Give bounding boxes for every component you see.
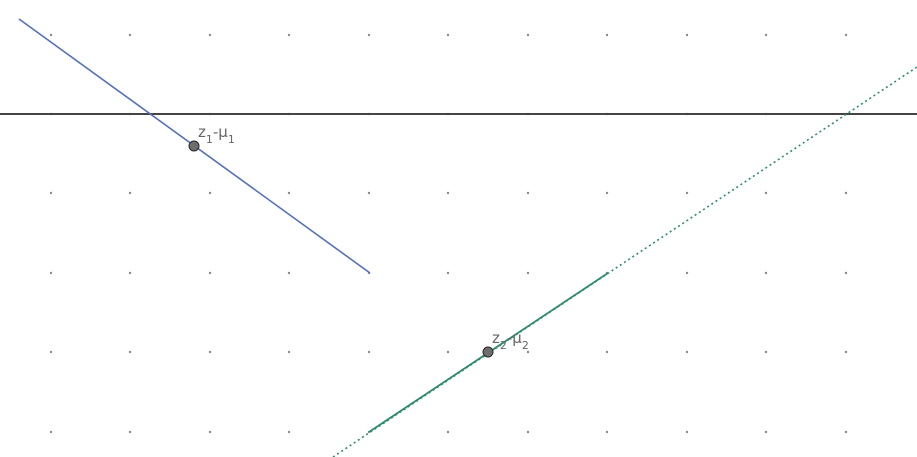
grid-dot: [764, 430, 768, 434]
grid-dot: [526, 430, 530, 434]
grid-dot: [685, 350, 689, 354]
line-2-dotted-extension[interactable]: [332, 66, 917, 457]
grid-dot: [844, 271, 848, 275]
grid-dot: [844, 430, 848, 434]
grid-dot: [844, 350, 848, 354]
grid-dot: [208, 350, 212, 354]
grid-dot: [526, 271, 530, 275]
grid-dot: [128, 430, 132, 434]
grid-dot: [287, 271, 291, 275]
grid-dot: [605, 350, 609, 354]
label-z2-main: z: [492, 329, 500, 347]
grid-dot: [446, 191, 450, 195]
grid-dot: [367, 191, 371, 195]
grid-dot: [208, 430, 212, 434]
grid-dot: [685, 430, 689, 434]
grid-dot: [844, 33, 848, 37]
grid-dot: [685, 33, 689, 37]
grid-dot: [128, 271, 132, 275]
grid-dot: [764, 271, 768, 275]
label-z2-sub: 2: [500, 339, 507, 352]
point-z2-mu2[interactable]: [482, 346, 494, 358]
label-z2-mid: -μ: [507, 329, 522, 347]
grid-dot: [208, 33, 212, 37]
grid-dot: [208, 271, 212, 275]
grid-dot: [287, 191, 291, 195]
grid-dot: [128, 350, 132, 354]
grid-dot: [764, 191, 768, 195]
grid-dot: [128, 191, 132, 195]
grid-dot: [367, 33, 371, 37]
label-z1-main: z: [198, 123, 206, 141]
point-z1-mu1[interactable]: [188, 140, 200, 152]
grid-dot: [367, 350, 371, 354]
label-z1-mid: -μ: [213, 123, 228, 141]
grid-dot: [287, 33, 291, 37]
grid-dot: [764, 350, 768, 354]
grid-dot: [685, 191, 689, 195]
grid-dot: [446, 350, 450, 354]
label-mu2-sub: 2: [522, 339, 529, 352]
grid-dot: [49, 350, 53, 354]
grid-dot: [685, 271, 689, 275]
grid-dot: [446, 271, 450, 275]
grid-dot: [128, 33, 132, 37]
grid-dot: [208, 191, 212, 195]
grid-dot: [287, 350, 291, 354]
label-mu1-sub: 1: [228, 133, 235, 146]
label-z1-mu1: z1-μ1: [198, 123, 235, 146]
grid-dot: [605, 191, 609, 195]
label-z2-mu2: z2-μ2: [492, 329, 529, 352]
grid-dot: [605, 33, 609, 37]
grid-dot: [526, 350, 530, 354]
grid-dot: [526, 33, 530, 37]
grid-dot: [49, 33, 53, 37]
grid-dot: [49, 191, 53, 195]
grid-dot: [287, 430, 291, 434]
grid-dot: [764, 33, 768, 37]
grid-dot: [446, 33, 450, 37]
grid-dot: [526, 191, 530, 195]
grid-dot: [605, 430, 609, 434]
grid-dot: [49, 430, 53, 434]
grid-dot: [49, 271, 53, 275]
grid-dot: [844, 191, 848, 195]
grid-dot: [446, 430, 450, 434]
label-z1-sub: 1: [206, 133, 213, 146]
